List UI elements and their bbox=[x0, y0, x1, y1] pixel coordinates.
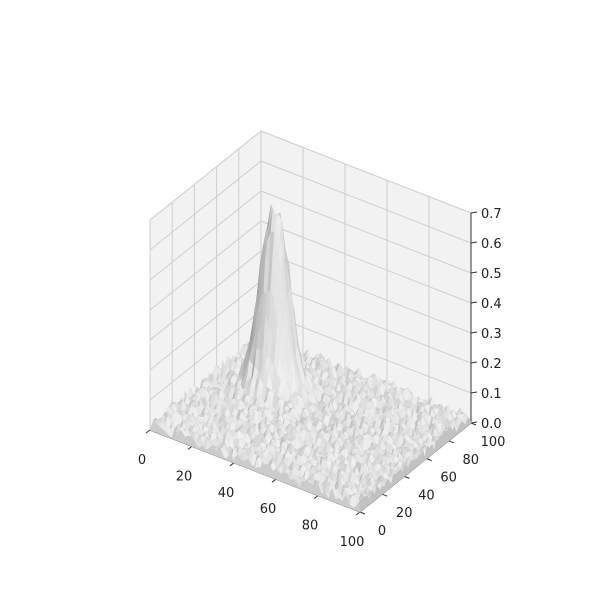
surface-facet bbox=[280, 474, 284, 482]
x-tick-label: 40 bbox=[218, 486, 235, 501]
z-tick-mark bbox=[471, 362, 477, 363]
y-tick-mark bbox=[382, 494, 387, 496]
z-tick-label: 0.0 bbox=[481, 417, 502, 432]
x-tick-mark bbox=[230, 463, 234, 466]
x-tick-label: 80 bbox=[302, 519, 319, 534]
surface-facet bbox=[283, 473, 287, 484]
z-tick-label: 0.3 bbox=[481, 327, 502, 342]
z-tick-mark bbox=[471, 272, 477, 273]
x-tick-label: 100 bbox=[340, 535, 365, 550]
y-tick-mark bbox=[360, 512, 365, 514]
x-tick-mark bbox=[146, 430, 150, 433]
x-tick-mark bbox=[314, 496, 318, 499]
z-tick-label: 0.4 bbox=[481, 297, 502, 312]
z-tick-label: 0.5 bbox=[481, 267, 502, 282]
z-tick-mark bbox=[471, 422, 477, 423]
x-tick-label: 60 bbox=[260, 502, 277, 517]
z-tick-label: 0.1 bbox=[481, 387, 502, 402]
y-tick-label: 0 bbox=[378, 524, 386, 539]
x-tick-mark bbox=[356, 512, 360, 515]
x-tick-label: 0 bbox=[138, 453, 146, 468]
surface-facet bbox=[175, 435, 179, 441]
z-tick-label: 0.6 bbox=[481, 237, 502, 252]
surface-facet bbox=[189, 436, 193, 446]
y-tick-mark bbox=[427, 459, 432, 461]
z-tick-label: 0.2 bbox=[481, 357, 502, 372]
surface-facet bbox=[308, 482, 312, 493]
surface-facet bbox=[245, 459, 249, 468]
z-tick-mark bbox=[471, 302, 477, 303]
surface-facet bbox=[353, 507, 357, 510]
z-tick-mark bbox=[471, 392, 477, 393]
y-tick-label: 60 bbox=[440, 471, 457, 486]
surface-facet bbox=[185, 436, 189, 445]
surface-facet bbox=[290, 480, 294, 487]
surface-facet bbox=[241, 460, 245, 467]
y-tick-label: 100 bbox=[481, 435, 506, 450]
y-tick-mark bbox=[404, 476, 409, 478]
surface-facet bbox=[266, 464, 270, 476]
x-tick-mark bbox=[188, 446, 192, 449]
y-tick-label: 40 bbox=[418, 488, 435, 503]
x-tick-label: 20 bbox=[176, 469, 193, 484]
surface-facet bbox=[304, 482, 308, 491]
z-tick-mark bbox=[471, 332, 477, 333]
z-tick-label: 0.7 bbox=[481, 207, 502, 222]
surface-facet bbox=[154, 422, 158, 433]
y-tick-label: 80 bbox=[463, 453, 480, 468]
x-tick-mark bbox=[272, 479, 276, 482]
y-tick-label: 20 bbox=[396, 506, 413, 521]
y-tick-mark bbox=[449, 441, 454, 443]
z-tick-mark bbox=[471, 242, 477, 243]
z-tick-mark bbox=[471, 212, 477, 213]
